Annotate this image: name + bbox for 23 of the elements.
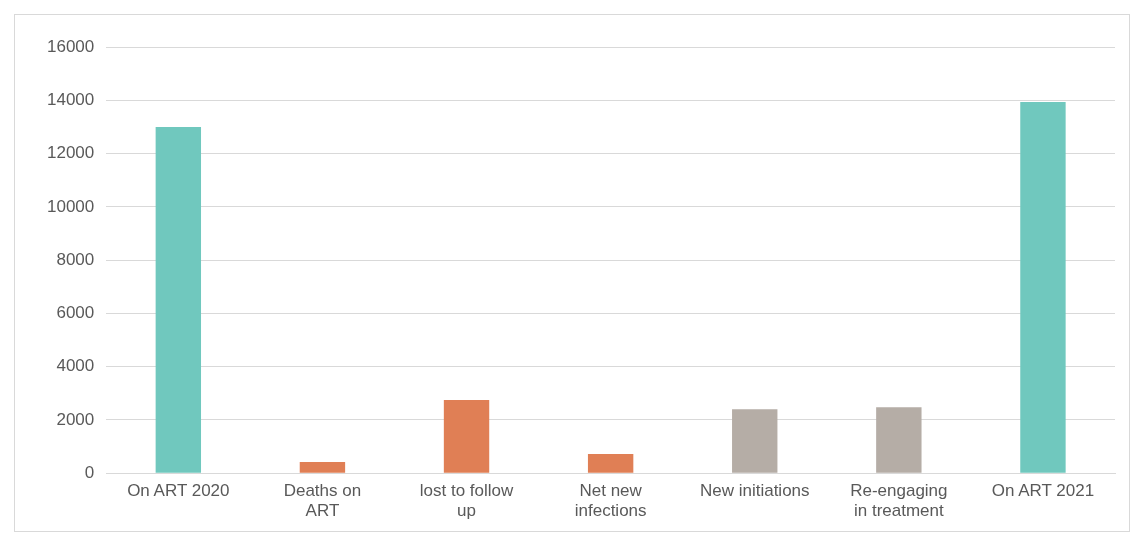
bar	[587, 454, 634, 473]
x-tick-label: Net new infections	[574, 481, 647, 521]
y-tick-label: 8000	[56, 249, 95, 269]
bar	[876, 407, 922, 473]
y-tick-label: 16000	[46, 36, 95, 56]
bar	[732, 409, 778, 473]
bar	[155, 127, 202, 473]
x-tick-label: lost to follow up	[419, 481, 515, 521]
x-tick-label: New initiations	[699, 481, 810, 501]
bar	[443, 399, 490, 473]
x-tick-label: On ART 2020	[127, 481, 230, 501]
y-tick-label: 12000	[46, 143, 95, 163]
bar	[1020, 102, 1066, 473]
x-tick-label: On ART 2021	[991, 481, 1095, 501]
y-tick-label: 0	[84, 462, 95, 482]
x-tick-label: Deaths on ART	[283, 481, 362, 521]
y-tick-label: 4000	[56, 356, 95, 376]
bar	[299, 462, 346, 473]
y-tick-label: 6000	[56, 303, 95, 323]
x-tick-label: Re-engaging in treatment	[850, 481, 948, 521]
y-tick-label: 2000	[56, 409, 95, 429]
y-tick-label: 10000	[46, 196, 95, 216]
y-tick-label: 14000	[46, 90, 95, 110]
